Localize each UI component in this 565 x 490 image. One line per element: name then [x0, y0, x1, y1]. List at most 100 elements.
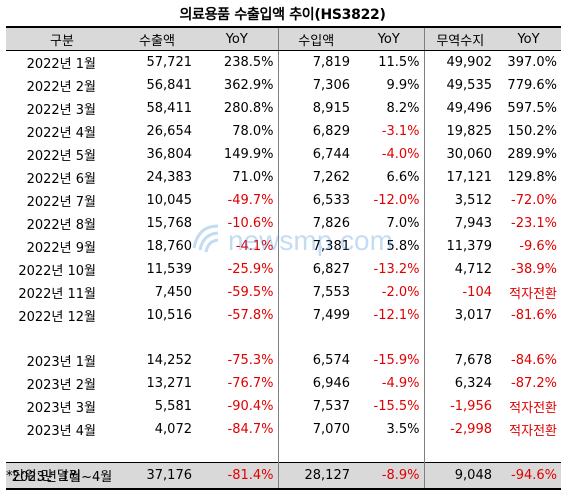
value-cell: 6,827 — [312, 262, 350, 277]
value-cell: 150.2% — [507, 124, 557, 139]
value-cell: 적자전환 — [509, 287, 557, 302]
value-cell: 3,512 — [454, 193, 492, 208]
period-cell: 2022년 10월 — [18, 264, 96, 279]
period-cell: 2023년 1월~4월 — [6, 462, 118, 490]
value-cell: 7,070 — [312, 422, 350, 437]
value-cell: 5.8% — [354, 235, 425, 258]
value-cell: 37,176 — [118, 462, 196, 490]
value-cell: -3.1% — [354, 120, 425, 143]
value-cell: 7,943 — [454, 216, 492, 231]
value-cell: 3,017 — [454, 308, 492, 323]
value-cell: 18,760 — [146, 239, 193, 254]
spacer-row — [6, 327, 561, 349]
table-row: 2022년 12월 10,516 -57.8% 7,499 -12.1% 3,017 -81… — [6, 304, 561, 327]
value-cell: 17,121 — [446, 170, 493, 185]
value-cell: 6,744 — [312, 147, 350, 162]
value-cell: 7,381 — [312, 239, 350, 254]
value-cell: 4,072 — [154, 422, 192, 437]
value-cell: 397.0% — [507, 55, 557, 70]
table-row: 2022년 1월 57,721 238.5% 7,819 11.5% 49,902 397.… — [6, 50, 561, 74]
value-cell: 6.6% — [354, 166, 425, 189]
table-title: 의료용품 수출입액 추이(HS3822) — [179, 7, 386, 23]
value-cell: 362.9% — [196, 74, 279, 97]
value-cell: -81.4% — [196, 462, 279, 490]
table-row: 2023년 1월 14,252 -75.3% 6,574 -15.9% 7,678 -84.… — [6, 349, 561, 372]
value-cell: 28,127 — [278, 462, 354, 490]
value-cell: 8.2% — [354, 97, 425, 120]
value-cell: -84.6% — [511, 353, 557, 368]
value-cell: -10.6% — [196, 212, 279, 235]
header-cell: 구분 — [6, 26, 118, 51]
value-cell: 7,678 — [454, 353, 492, 368]
value-cell: 15,768 — [146, 216, 193, 231]
table-row: 2023년 3월 5,581 -90.4% 7,537 -15.5% -1,956 적자전환 — [6, 395, 561, 418]
period-cell: 2022년 12월 — [18, 310, 96, 325]
value-cell: 13,271 — [146, 376, 193, 391]
header-cell: 무역수지 — [424, 26, 496, 51]
period-cell: 2022년 6월 — [26, 172, 96, 187]
period-cell: 2022년 5월 — [26, 149, 96, 164]
table-row: 2022년 7월 10,045 -49.7% 6,533 -12.0% 3,512 -72.… — [6, 189, 561, 212]
value-cell: 36,804 — [146, 147, 193, 162]
value-cell: 5,581 — [154, 399, 192, 414]
table-row: 2022년 6월 24,383 71.0% 7,262 6.6% 17,121 129.8% — [6, 166, 561, 189]
value-cell: 56,841 — [146, 78, 193, 93]
value-cell: -81.6% — [511, 308, 557, 323]
value-cell: 78.0% — [196, 120, 279, 143]
table-row: 2022년 8월 15,768 -10.6% 7,826 7.0% 7,943 -23.1% — [6, 212, 561, 235]
header-cell: 수입액 — [278, 26, 354, 51]
value-cell: 적자전환 — [509, 401, 557, 416]
table-row: 2023년 4월 4,072 -84.7% 7,070 3.5% -2,998 적자전환 — [6, 418, 561, 441]
value-cell: 7,450 — [154, 285, 192, 300]
period-cell: 2023년 4월 — [26, 424, 96, 439]
value-cell: -38.9% — [511, 262, 557, 277]
header-cell: YoY — [496, 26, 561, 51]
value-cell: -23.1% — [511, 216, 557, 231]
value-cell: 289.9% — [507, 147, 557, 162]
value-cell: 14,252 — [146, 353, 193, 368]
period-cell: 2022년 9월 — [26, 241, 96, 256]
period-cell: 2022년 11월 — [18, 287, 96, 302]
value-cell: 597.5% — [507, 101, 557, 116]
value-cell: 19,825 — [446, 124, 493, 139]
value-cell: -104 — [462, 285, 492, 300]
spacer-row — [6, 441, 561, 463]
value-cell: 6,829 — [312, 124, 350, 139]
value-cell: 149.9% — [196, 143, 279, 166]
value-cell: 6,574 — [312, 353, 350, 368]
header-row: 구분 수출액 YoY 수입액 YoY 무역수지 YoY — [6, 26, 561, 51]
value-cell: 7.0% — [354, 212, 425, 235]
value-cell: -2.0% — [354, 281, 425, 304]
value-cell: 26,654 — [146, 124, 193, 139]
value-cell: 7,537 — [312, 399, 350, 414]
table-row: 2022년 4월 26,654 78.0% 6,829 -3.1% 19,825 150.2… — [6, 120, 561, 143]
value-cell: -15.5% — [354, 395, 425, 418]
value-cell: -94.6% — [496, 462, 561, 490]
period-cell: 2022년 8월 — [26, 218, 96, 233]
value-cell: 6,946 — [312, 376, 350, 391]
value-cell: 11,379 — [446, 239, 493, 254]
value-cell: 8,915 — [312, 101, 350, 116]
value-cell: 779.6% — [507, 78, 557, 93]
value-cell: 7,262 — [312, 170, 350, 185]
value-cell: 9,048 — [424, 462, 496, 490]
unit-note: *단위:만 달러 — [6, 469, 81, 484]
period-cell: 2022년 4월 — [26, 126, 96, 141]
table-row: 2023년 2월 13,271 -76.7% 6,946 -4.9% 6,324 -87.2… — [6, 372, 561, 395]
table-row: 2022년 2월 56,841 362.9% 7,306 9.9% 49,535 779.6… — [6, 74, 561, 97]
value-cell: 57,721 — [146, 55, 193, 70]
period-cell: 2022년 2월 — [26, 80, 96, 95]
value-cell: -4.1% — [196, 235, 279, 258]
value-cell: -8.9% — [354, 462, 425, 490]
value-cell: -90.4% — [196, 395, 279, 418]
value-cell: 49,496 — [446, 101, 493, 116]
value-cell: 71.0% — [196, 166, 279, 189]
header-cell: YoY — [354, 26, 425, 51]
value-cell: 10,516 — [146, 308, 193, 323]
value-cell: -4.0% — [354, 143, 425, 166]
value-cell: -1,956 — [450, 399, 492, 414]
value-cell: 280.8% — [196, 97, 279, 120]
value-cell: -59.5% — [196, 281, 279, 304]
table-row: 2022년 10월 11,539 -25.9% 6,827 -13.2% 4,712 -38… — [6, 258, 561, 281]
value-cell: 9.9% — [354, 74, 425, 97]
